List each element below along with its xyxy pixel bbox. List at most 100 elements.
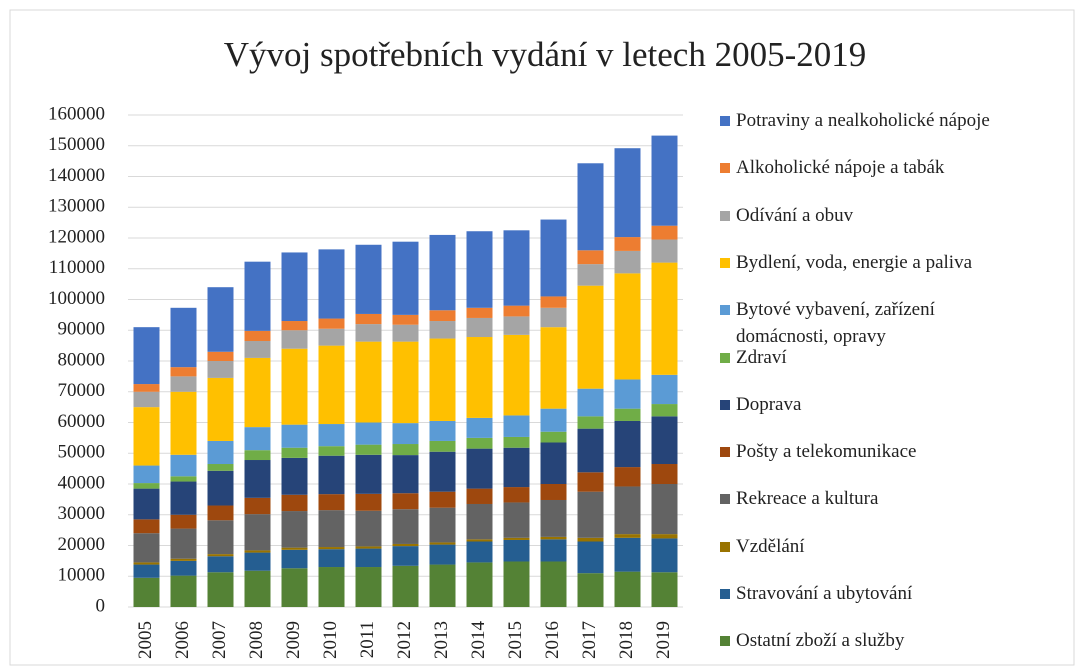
x-tick-label: 2010	[320, 621, 341, 659]
bar-segment	[207, 440, 234, 465]
bar-segment	[207, 470, 234, 506]
bar-segment	[466, 562, 493, 607]
bar-segment	[207, 361, 234, 378]
bar-segment	[466, 448, 493, 489]
bar-segment	[503, 334, 530, 416]
legend-label: Bytové vybavení, zařízení domácnosti, op…	[736, 299, 935, 348]
bar-segment	[244, 427, 271, 451]
bar-segment	[540, 539, 567, 562]
bar-segment	[207, 287, 234, 352]
legend-label: Rekreace a kultura	[736, 488, 879, 510]
legend-swatch	[720, 116, 730, 126]
bar-segment	[244, 450, 271, 461]
x-tick-label: 2011	[357, 621, 378, 658]
bar-segment	[540, 408, 567, 432]
bar-segment	[466, 231, 493, 308]
bar-segment	[318, 549, 345, 568]
bar-segment	[577, 573, 604, 607]
bar-segment	[466, 337, 493, 418]
bar-segment	[392, 341, 419, 424]
legend-label: Odívání a obuv	[736, 204, 854, 226]
bar-segment	[392, 423, 419, 445]
bar-segment	[133, 533, 160, 563]
bar-segment	[133, 488, 160, 520]
legend-item: Bydlení, voda, energie a paliva	[720, 249, 1065, 276]
bar-segment	[133, 384, 160, 392]
x-tick-label: 2009	[283, 621, 304, 659]
bar-segment	[244, 552, 271, 571]
bar-segment	[651, 416, 678, 465]
x-tick-label: 2005	[135, 621, 156, 659]
bar-segment	[318, 494, 345, 511]
bar-segment	[614, 408, 641, 421]
legend-item: Potraviny a nealkoholické nápoje	[720, 107, 1065, 134]
bar-segment	[207, 520, 234, 555]
bar-segment	[577, 472, 604, 492]
bar-segment	[281, 568, 308, 607]
bar-segment	[466, 503, 493, 540]
legend-item: Vzdělání	[720, 533, 1065, 560]
bar-segment	[207, 377, 234, 441]
y-tick-label: 90000	[58, 319, 106, 340]
bar-segment	[281, 549, 308, 569]
bar-segment	[170, 514, 197, 529]
bar-segment	[318, 455, 345, 495]
legend-label: Zdraví	[736, 346, 787, 368]
y-tick-label: 30000	[58, 503, 106, 524]
bar-segment	[318, 249, 345, 319]
bar-segment	[133, 407, 160, 466]
bar-segment	[392, 455, 419, 494]
legend-label: Pošty a telekomunikace	[736, 441, 917, 463]
bar-segment	[244, 514, 271, 551]
legend-swatch	[720, 494, 730, 505]
y-tick-label: 60000	[58, 411, 106, 432]
x-tick-label: 2007	[209, 621, 230, 659]
bar-segment	[577, 416, 604, 429]
bar-segment	[318, 345, 345, 425]
bar-segment	[577, 388, 604, 417]
bar-segment	[244, 550, 271, 553]
legend-swatch	[720, 447, 730, 458]
legend-item: Doprava	[720, 391, 1065, 418]
bar-segment	[503, 447, 530, 488]
bar-segment	[170, 376, 197, 392]
bar-segment	[355, 510, 382, 547]
bar-segment	[281, 330, 308, 349]
y-tick-label: 20000	[58, 534, 106, 555]
x-tick-label: 2012	[394, 621, 415, 659]
bar-segment	[577, 428, 604, 473]
legend-item: Rekreace a kultura	[720, 485, 1065, 512]
bar-segment	[614, 237, 641, 251]
bar-segment	[244, 357, 271, 428]
x-tick-label: 2008	[246, 621, 267, 659]
chart-title: Vývoj spotřebních vydání v letech 2005-2…	[224, 35, 867, 74]
bar-segment	[651, 538, 678, 573]
bar-segment	[614, 486, 641, 535]
bar-segment	[503, 487, 530, 503]
legend-swatch	[720, 541, 730, 552]
bar-segment	[281, 321, 308, 331]
bar-segment	[318, 510, 345, 548]
bar-segment	[466, 317, 493, 338]
bar-segment	[466, 539, 493, 542]
bar-segment	[355, 324, 382, 342]
bar-segment	[429, 451, 456, 492]
y-tick-label: 70000	[58, 380, 106, 401]
bar-segment	[133, 391, 160, 408]
bar-segment	[133, 465, 160, 484]
bar-segment	[392, 314, 419, 325]
x-tick-label: 2016	[542, 621, 563, 659]
bar-segment	[355, 567, 382, 607]
legend-label: Potraviny a nealkoholické nápoje	[736, 110, 990, 131]
bar-segment	[577, 491, 604, 538]
bar-segment	[651, 464, 678, 484]
legend-item: Stravování a ubytování	[720, 580, 1065, 607]
bar-segment	[651, 484, 678, 535]
legend-label: Bydlení, voda, energie a paliva	[736, 251, 973, 273]
bar-segment	[281, 511, 308, 548]
y-tick-label: 100000	[48, 288, 105, 309]
bar-segment	[244, 261, 271, 331]
bar-segment	[170, 575, 197, 607]
bar-segment	[392, 444, 419, 456]
